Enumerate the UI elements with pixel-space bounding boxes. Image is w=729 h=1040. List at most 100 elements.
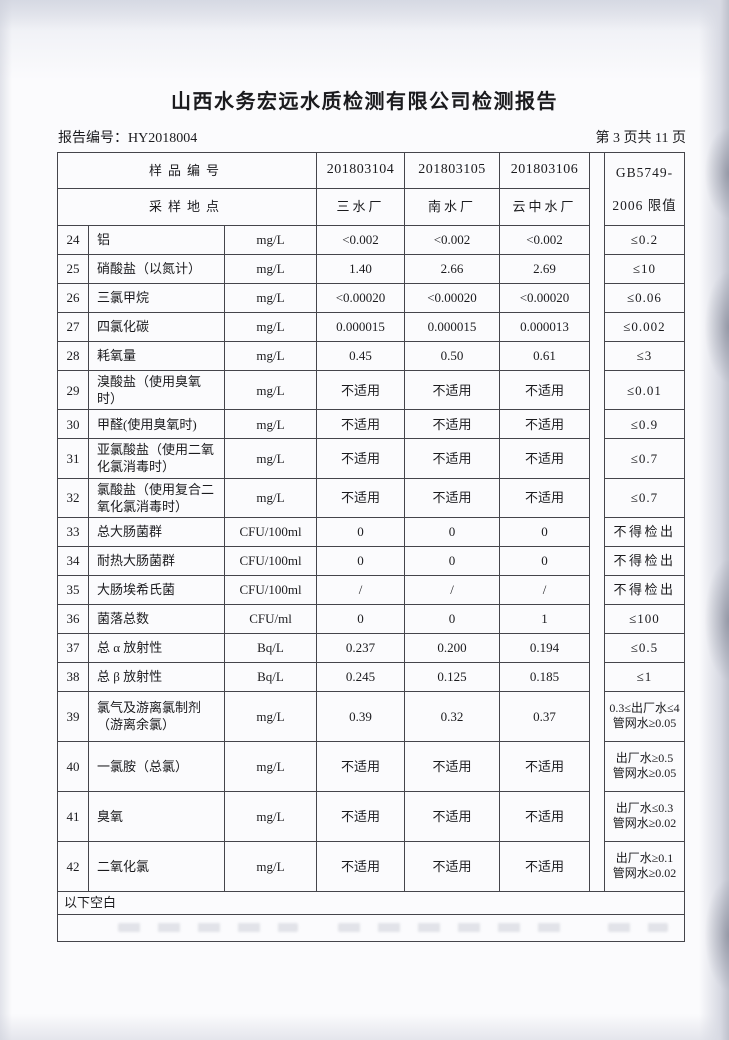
row-number: 25 <box>57 255 89 284</box>
limit-line-1: ≤3 <box>636 348 653 364</box>
value-sample-2: 0.50 <box>405 342 500 371</box>
parameter-name: 总大肠菌群 <box>89 517 225 547</box>
limit-line-1: ≤0.5 <box>630 640 659 656</box>
limit-value: 0.3≤出厂水≤4 管网水≥0.05 <box>605 691 685 742</box>
table-row: 32 氯酸盐（使用复合二氧化氯消毒时） mg/L 不适用 不适用 不适用 ≤0.… <box>57 478 685 518</box>
value-sample-1: 0.39 <box>317 691 405 742</box>
spacer-cell <box>590 478 605 518</box>
limit-line-2: 管网水≥0.02 <box>612 866 677 881</box>
bleedthrough-artifact <box>118 923 298 933</box>
table-row: 41 臭氧 mg/L 不适用 不适用 不适用 出厂水≤0.3 管网水≥0.02 <box>57 791 685 842</box>
below-blank-note: 以下空白 <box>57 891 685 915</box>
parameter-unit: CFU/ml <box>225 604 317 634</box>
limit-line-1: 不得检出 <box>613 553 676 569</box>
parameter-name: 臭氧 <box>89 791 225 842</box>
value-sample-1: 不适用 <box>317 791 405 842</box>
limit-value: ≤0.7 <box>605 478 685 518</box>
location-1: 三水厂 <box>317 189 405 226</box>
bleedthrough-artifact <box>608 923 668 933</box>
parameter-unit: mg/L <box>225 342 317 371</box>
value-sample-2: 不适用 <box>405 478 500 518</box>
limit-line-1: ≤0.9 <box>630 416 659 432</box>
parameter-unit: mg/L <box>225 791 317 842</box>
limit-line-1: ≤0.01 <box>627 382 662 398</box>
parameter-unit: mg/L <box>225 313 317 342</box>
value-sample-3: 不适用 <box>500 841 590 892</box>
value-sample-1: 0.45 <box>317 342 405 371</box>
value-sample-3: 不适用 <box>500 741 590 792</box>
sample-id-2: 201803105 <box>405 152 500 189</box>
parameter-unit: mg/L <box>225 741 317 792</box>
parameter-unit: mg/L <box>225 226 317 255</box>
parameter-name: 大肠埃希氏菌 <box>89 575 225 605</box>
location-2: 南水厂 <box>405 189 500 226</box>
value-sample-2: / <box>405 575 500 605</box>
limit-line-2: 管网水≥0.05 <box>612 716 677 731</box>
row-number: 34 <box>57 546 89 576</box>
empty-bottom-cell <box>57 914 685 942</box>
parameter-name: 耐热大肠菌群 <box>89 546 225 576</box>
limit-line-1: 0.3≤出厂水≤4 <box>609 700 680 715</box>
parameter-unit: Bq/L <box>225 633 317 663</box>
value-sample-1: 不适用 <box>317 371 405 411</box>
spacer-cell <box>590 841 605 892</box>
limit-value: ≤0.9 <box>605 410 685 440</box>
value-sample-3: 不适用 <box>500 439 590 479</box>
table-row: 27 四氯化碳 mg/L 0.000015 0.000015 0.000013 … <box>57 313 685 342</box>
row-number: 26 <box>57 284 89 313</box>
limit-line-1: ≤1 <box>636 669 653 685</box>
scan-smudge <box>705 560 729 680</box>
row-number: 30 <box>57 410 89 440</box>
parameter-name: 溴酸盐（使用臭氧时） <box>89 371 225 411</box>
spacer-cell <box>590 226 605 255</box>
row-number: 32 <box>57 478 89 518</box>
value-sample-3: 不适用 <box>500 478 590 518</box>
value-sample-3: 1 <box>500 604 590 634</box>
parameter-name: 硝酸盐（以氮计） <box>89 255 225 284</box>
limit-value: ≤0.7 <box>605 439 685 479</box>
limit-header-line1: GB5749- <box>615 164 674 180</box>
parameter-unit: CFU/100ml <box>225 517 317 547</box>
value-sample-2: 不适用 <box>405 841 500 892</box>
value-sample-3: 0.185 <box>500 662 590 692</box>
table-row: 35 大肠埃希氏菌 CFU/100ml / / / 不得检出 <box>57 575 685 605</box>
value-sample-2: 2.66 <box>405 255 500 284</box>
limit-line-1: ≤0.7 <box>630 490 659 506</box>
parameter-unit: CFU/100ml <box>225 546 317 576</box>
parameter-name: 甲醛(使用臭氧时) <box>89 410 225 440</box>
limit-value: 出厂水≥0.1 管网水≥0.02 <box>605 841 685 892</box>
limit-line-1: 出厂水≤0.3 <box>615 800 674 815</box>
table-row: 30 甲醛(使用臭氧时) mg/L 不适用 不适用 不适用 ≤0.9 <box>57 410 685 440</box>
spacer-cell <box>590 517 605 547</box>
scan-smudge <box>705 880 729 990</box>
row-number: 39 <box>57 691 89 742</box>
spacer-cell <box>590 313 605 342</box>
table-row: 39 氯气及游离氯制剂（游离余氯） mg/L 0.39 0.32 0.37 0.… <box>57 691 685 742</box>
table-row: 24 铝 mg/L <0.002 <0.002 <0.002 ≤0.2 <box>57 226 685 255</box>
report-number-value: HY2018004 <box>128 131 198 146</box>
value-sample-2: <0.00020 <box>405 284 500 313</box>
value-sample-1: 不适用 <box>317 841 405 892</box>
value-sample-1: 0 <box>317 517 405 547</box>
scan-shade-top <box>0 0 729 34</box>
limit-value: 出厂水≥0.5 管网水≥0.05 <box>605 741 685 792</box>
spacer-cell <box>590 410 605 440</box>
parameter-name: 总 α 放射性 <box>89 633 225 663</box>
spacer-cell <box>590 342 605 371</box>
page-indicator: 第 3 页共 11 页 <box>595 131 686 146</box>
row-number: 41 <box>57 791 89 842</box>
value-sample-3: 2.69 <box>500 255 590 284</box>
parameter-name: 耗氧量 <box>89 342 225 371</box>
value-sample-1: 不适用 <box>317 478 405 518</box>
value-sample-3: 0.37 <box>500 691 590 742</box>
value-sample-1: 不适用 <box>317 410 405 440</box>
value-sample-3: 不适用 <box>500 371 590 411</box>
limit-value: ≤100 <box>605 604 685 634</box>
limit-line-1: ≤100 <box>629 611 660 627</box>
value-sample-3: 0 <box>500 517 590 547</box>
table-row: 38 总 β 放射性 Bq/L 0.245 0.125 0.185 ≤1 <box>57 662 685 692</box>
row-number: 42 <box>57 841 89 892</box>
parameter-unit: mg/L <box>225 841 317 892</box>
value-sample-3: <0.00020 <box>500 284 590 313</box>
value-sample-2: 0 <box>405 546 500 576</box>
